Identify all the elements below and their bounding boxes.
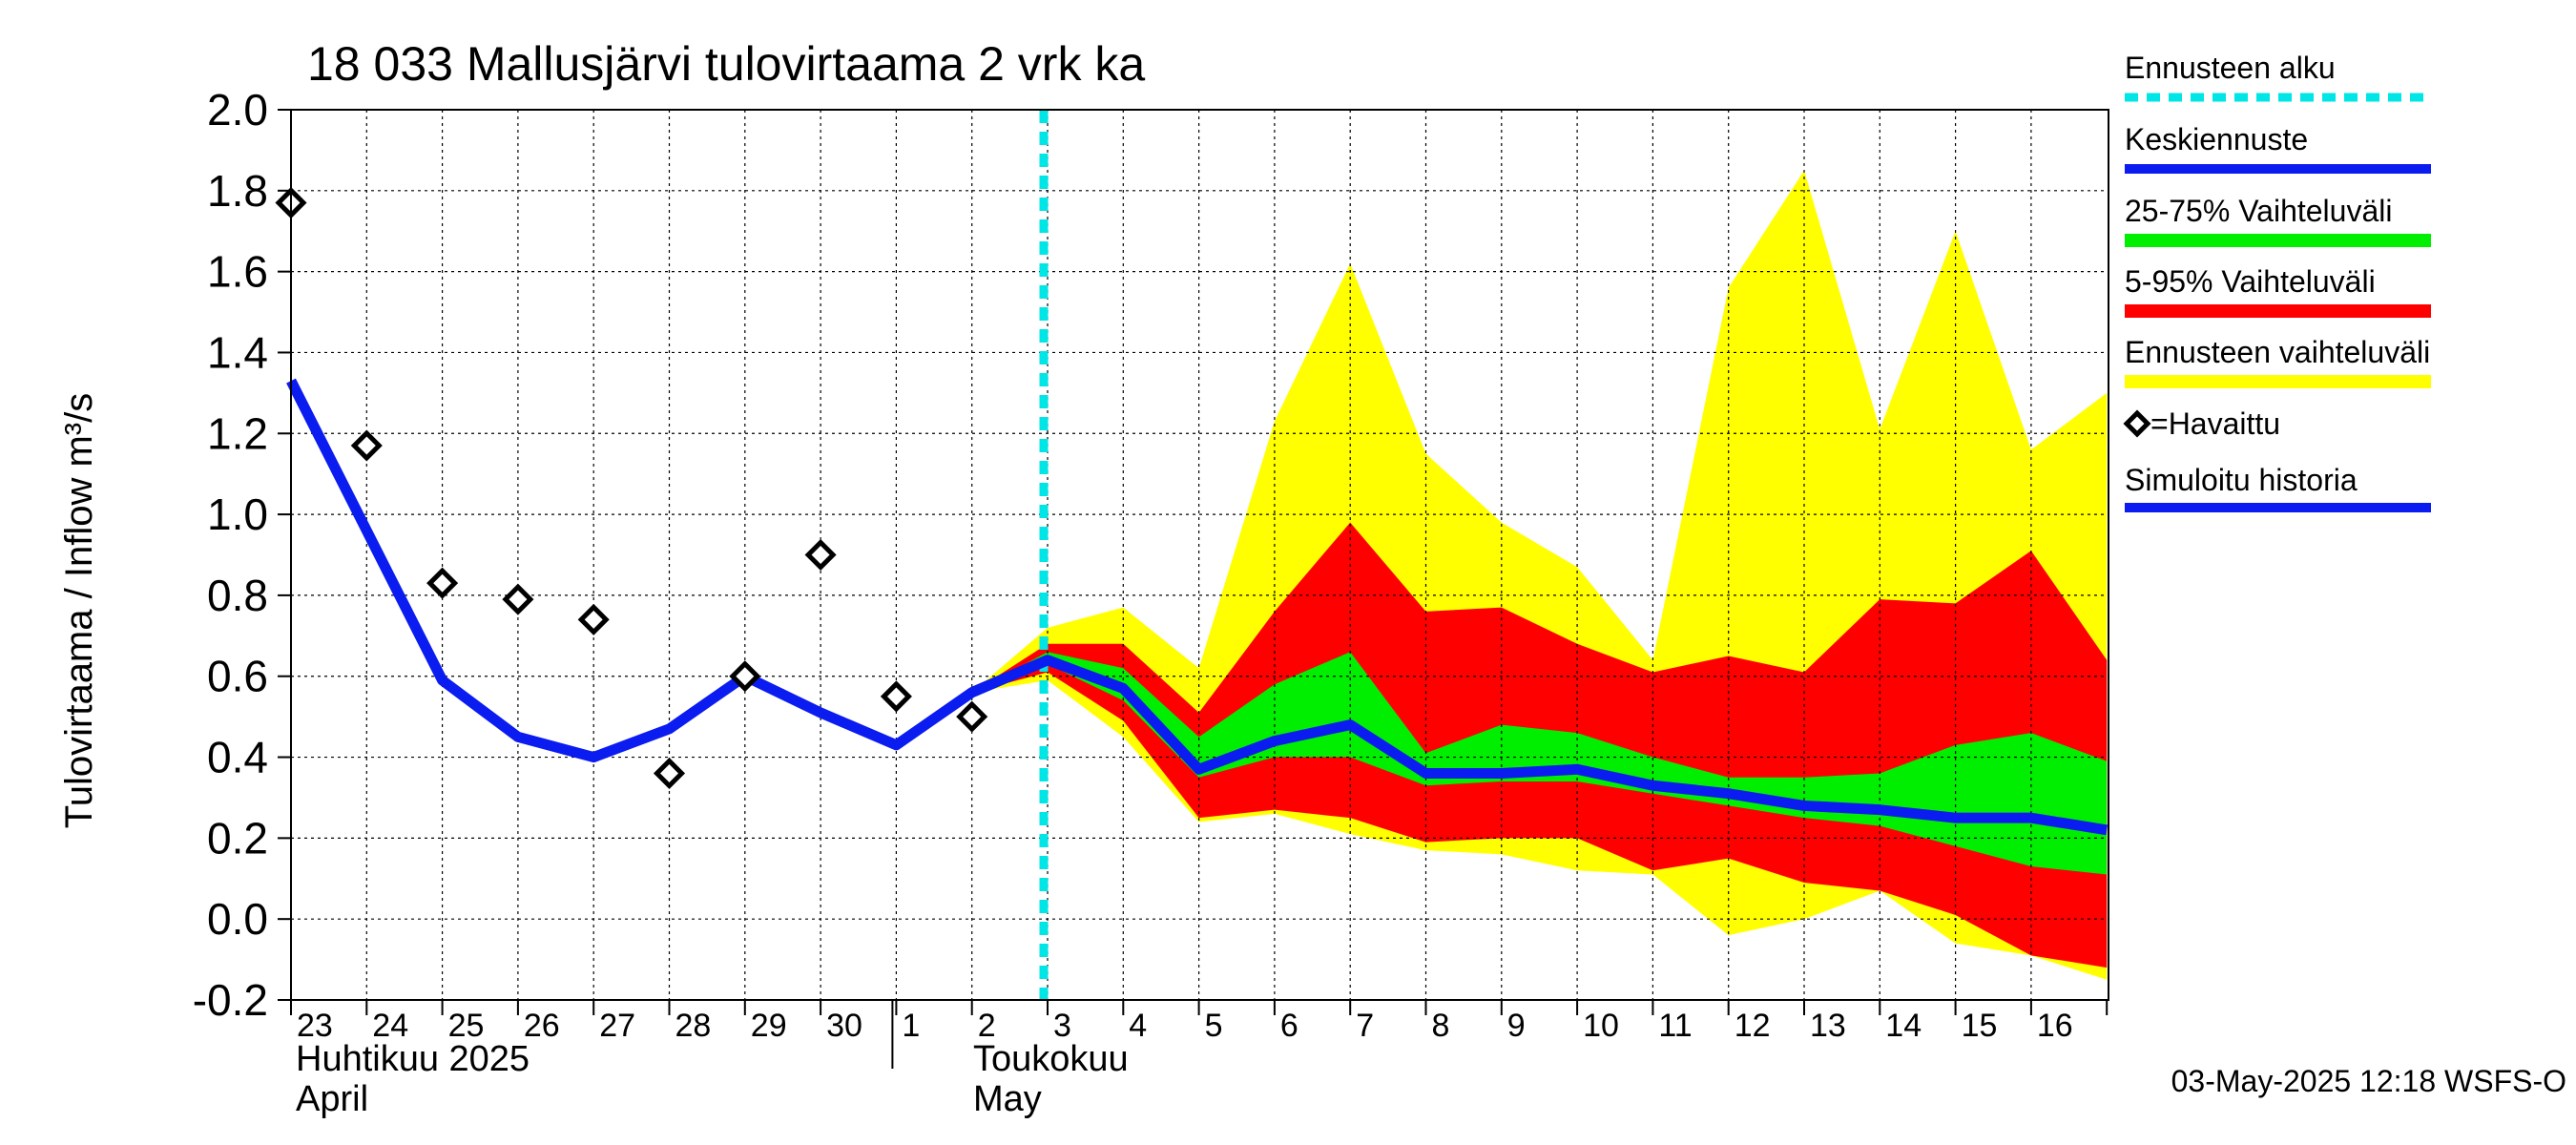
legend-swatch (2125, 375, 2431, 388)
legend-label: Keskiennuste (2125, 122, 2308, 156)
x-tick-label: 29 (751, 1008, 787, 1044)
y-axis: -0.2 0.0 0.2 0.4 0.6 0.8 1.0 1.2 1.4 1.6 1.8 2.0 (193, 85, 291, 1025)
x-tick-label: 23 (297, 1008, 333, 1044)
legend-label: 25-75% Vaihteluväli (2125, 194, 2392, 228)
legend-marker-observed (2123, 409, 2151, 438)
observed-markers (275, 187, 988, 790)
x-tick-label: 4 (1129, 1008, 1147, 1044)
x-tick-label: 7 (1356, 1008, 1374, 1044)
month-label-may-en: May (973, 1079, 1042, 1119)
legend: Ennusteen alku Keskiennuste 25-75% Vaihtel… (2123, 51, 2431, 512)
y-axis-label: Tulovirtaama / Inflow m³/s (58, 393, 100, 828)
x-tick-label: 11 (1658, 1008, 1692, 1044)
median-forecast-line (969, 655, 2109, 836)
observed-point (350, 429, 383, 462)
x-tick-label: 16 (2037, 1008, 2073, 1044)
band-25-75 (971, 652, 2108, 875)
observed-point (729, 660, 761, 693)
y-tick-label: 2.0 (207, 85, 268, 135)
y-tick-label: 0.6 (207, 652, 268, 701)
observed-point (426, 567, 459, 599)
x-tick-label: 26 (524, 1008, 560, 1044)
observed-point (804, 538, 837, 572)
month-label-may-fi: Toukokuu (973, 1039, 1129, 1079)
x-axis: 23 24 25 26 27 28 29 30 1 2 3 4 5 6 7 8 9 10 11 12 13 14 15 16 (290, 1000, 2109, 1069)
y-tick-label: 0.0 (207, 894, 268, 944)
legend-label: Ennusteen vaihteluväli (2125, 335, 2430, 369)
y-tick-label: 1.2 (207, 408, 268, 458)
x-tick-label: 5 (1205, 1008, 1223, 1044)
x-tick-label: 30 (826, 1008, 862, 1044)
y-tick-label: 1.6 (207, 247, 268, 297)
x-tick-label: 13 (1810, 1008, 1846, 1044)
series-lines (286, 110, 2109, 1000)
x-tick-label: 8 (1432, 1008, 1450, 1044)
y-tick-label: 1.0 (207, 489, 268, 539)
grid-lines (291, 110, 2109, 1000)
legend-label: Ennusteen alku (2125, 51, 2336, 85)
legend-label: =Havaittu (2150, 406, 2280, 441)
x-tick-label: 28 (675, 1008, 712, 1044)
y-tick-label: 1.8 (207, 166, 268, 216)
legend-swatch (2125, 304, 2431, 318)
x-tick-label: 25 (448, 1008, 485, 1044)
y-tick-label: 1.4 (207, 327, 268, 377)
observed-point (577, 603, 610, 635)
observed-point (653, 757, 686, 790)
observed-point (880, 680, 912, 713)
y-tick-label: 0.4 (207, 733, 268, 782)
y-tick-label: 0.8 (207, 571, 268, 620)
x-tick-label: 24 (372, 1008, 408, 1044)
x-tick-label: 12 (1735, 1008, 1771, 1044)
forecast-bands (971, 170, 2108, 980)
footer-timestamp: 03-May-2025 12:18 WSFS-O (2171, 1064, 2566, 1098)
x-tick-label: 3 (1053, 1008, 1071, 1044)
x-tick-label: 27 (599, 1008, 635, 1044)
month-label-april-fi: Huhtikuu 2025 (296, 1039, 530, 1079)
legend-label: Simuloitu historia (2125, 463, 2358, 497)
y-tick-label: -0.2 (193, 975, 268, 1025)
x-tick-label: 9 (1507, 1008, 1526, 1044)
x-tick-label: 2 (978, 1008, 996, 1044)
observed-point (956, 700, 988, 733)
chart-title: 18 033 Mallusjärvi tulovirtaama 2 vrk ka (307, 37, 1145, 91)
legend-swatch (2125, 234, 2431, 247)
observed-point (502, 583, 534, 615)
x-tick-label: 15 (1962, 1008, 1998, 1044)
x-tick-label: 10 (1583, 1008, 1619, 1044)
month-label-april-en: April (296, 1079, 368, 1119)
simulated-history-line (286, 378, 1050, 763)
x-tick-label: 14 (1885, 1008, 1922, 1044)
y-tick-label: 0.2 (207, 813, 268, 863)
legend-label: 5-95% Vaihteluväli (2125, 264, 2376, 299)
x-tick-label: 6 (1280, 1008, 1298, 1044)
x-tick-label: 1 (902, 1008, 920, 1044)
